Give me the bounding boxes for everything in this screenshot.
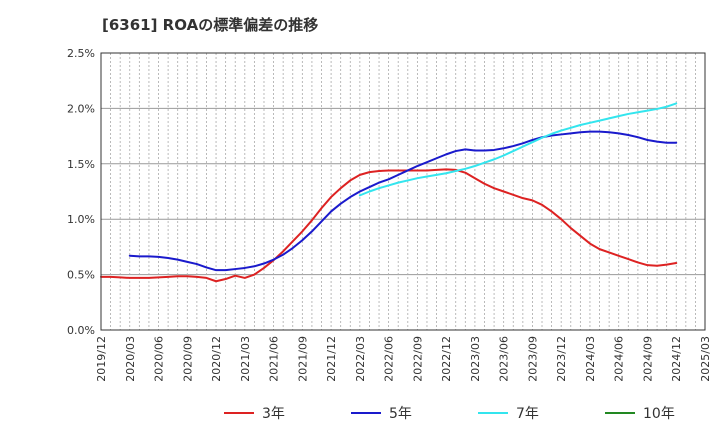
x-tick-label: 2022/06	[383, 336, 396, 382]
x-tick-label: 2022/03	[354, 336, 367, 382]
x-tick-label: 2022/12	[440, 336, 453, 382]
x-tick-label: 2022/09	[411, 336, 424, 382]
x-tick-label: 2023/06	[498, 336, 511, 382]
x-tick-label: 2021/03	[239, 336, 252, 382]
x-tick-label: 2020/06	[153, 336, 166, 382]
x-tick-label: 2024/03	[584, 336, 597, 382]
chart-title: [6361] ROAの標準偏差の推移	[102, 16, 319, 34]
series-line-5年	[128, 130, 678, 272]
legend-layer: 3年 5年 7年 10年	[224, 406, 675, 422]
grid-layer	[101, 53, 705, 330]
x-tick-label: 2021/09	[296, 336, 309, 382]
y-tick-label: 2.5%	[67, 47, 95, 60]
x-tick-label: 2020/12	[210, 336, 223, 382]
x-tick-label: 2023/03	[469, 336, 482, 382]
x-tick-label: 2024/12	[670, 336, 683, 382]
x-tick-label: 2024/09	[641, 336, 654, 382]
legend-label: 3年	[262, 406, 285, 422]
series-line-3年	[100, 168, 678, 283]
x-tick-label: 2021/12	[325, 336, 338, 382]
series-line-7年	[358, 102, 678, 197]
series-layer	[100, 102, 678, 283]
x-tick-label: 2025/03	[699, 336, 712, 382]
x-tick-label: 2019/12	[95, 336, 108, 382]
y-tick-label: 0.0%	[67, 324, 95, 337]
plot-frame	[100, 52, 706, 331]
legend-label: 10年	[643, 406, 675, 422]
axis-layer: 0.0% 0.5% 1.0% 1.5% 2.0% 2.5% 2019/12 2020/03 20…	[67, 47, 712, 382]
x-tick-label: 2024/06	[613, 336, 626, 382]
x-tick-label: 2021/06	[268, 336, 281, 382]
y-tick-label: 0.5%	[67, 269, 95, 282]
y-tick-label: 1.0%	[67, 213, 95, 226]
x-tick-label: 2020/09	[181, 336, 194, 382]
y-tick-label: 1.5%	[67, 158, 95, 171]
legend-label: 5年	[389, 406, 412, 422]
x-tick-label: 2020/03	[124, 336, 137, 382]
x-tick-label: 2023/12	[555, 336, 568, 382]
x-tick-label: 2023/09	[526, 336, 539, 382]
y-tick-label: 2.0%	[67, 102, 95, 115]
legend-label: 7年	[516, 406, 539, 422]
